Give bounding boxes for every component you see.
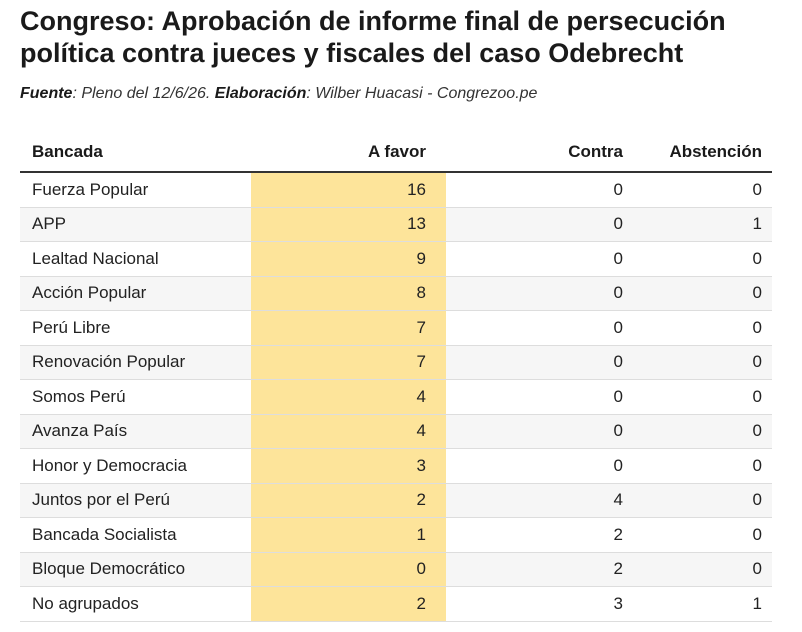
cell-abstencion: 0 — [623, 310, 772, 346]
cell-contra: 0 — [446, 276, 623, 311]
table-row: Renovación Popular 7 0 0 — [20, 345, 772, 380]
credit-text: : Wilber Huacasi - Congrezoo.pe — [306, 85, 538, 102]
table-row: Fuerza Popular 16 0 0 — [20, 172, 772, 208]
cell-contra: 0 — [446, 207, 623, 242]
cell-a-favor: 7 — [251, 345, 446, 380]
cell-bancada: Juntos por el Perú — [20, 483, 251, 518]
cell-bancada: Bancada Socialista — [20, 517, 251, 553]
cell-bancada: Avanza País — [20, 414, 251, 449]
table-row: Avanza País 4 0 0 — [20, 414, 772, 449]
cell-abstencion: 0 — [623, 448, 772, 484]
table-row: Lealtad Nacional 9 0 0 — [20, 241, 772, 277]
cell-contra: 0 — [446, 310, 623, 346]
column-header-contra: Contra — [446, 133, 623, 173]
chart-title: Congreso: Aprobación de informe final de… — [20, 6, 726, 68]
cell-bancada: Perú Libre — [20, 310, 251, 346]
cell-abstencion: 1 — [623, 207, 772, 242]
cell-bancada: Lealtad Nacional — [20, 241, 251, 277]
cell-a-favor: 2 — [251, 586, 446, 622]
source-text: : Pleno del 12/6/26. — [72, 85, 215, 102]
cell-contra: 0 — [446, 345, 623, 380]
cell-a-favor: 13 — [251, 207, 446, 242]
cell-a-favor: 9 — [251, 241, 446, 277]
cell-abstencion: 0 — [623, 517, 772, 553]
cell-a-favor: 3 — [251, 448, 446, 484]
table-row: Perú Libre 7 0 0 — [20, 310, 772, 346]
cell-bancada: Honor y Democracia — [20, 448, 251, 484]
cell-abstencion: 0 — [623, 276, 772, 311]
cell-a-favor: 1 — [251, 517, 446, 553]
cell-a-favor: 4 — [251, 379, 446, 415]
cell-a-favor: 2 — [251, 483, 446, 518]
cell-abstencion: 0 — [623, 414, 772, 449]
chart-source-note: Fuente: Pleno del 12/6/26. Elaboración: … — [20, 84, 537, 104]
table-row: Honor y Democracia 3 0 0 — [20, 448, 772, 484]
cell-bancada: APP — [20, 207, 251, 242]
cell-abstencion: 0 — [623, 483, 772, 518]
cell-bancada: Somos Perú — [20, 379, 251, 415]
table-row: Somos Perú 4 0 0 — [20, 379, 772, 415]
cell-a-favor: 16 — [251, 172, 446, 208]
column-header-bancada: Bancada — [20, 133, 251, 173]
cell-abstencion: 1 — [623, 586, 772, 622]
table-body: Fuerza Popular 16 0 0 APP 13 0 1 Lealtad Naciona… — [20, 172, 772, 622]
table-row: Acción Popular 8 0 0 — [20, 276, 772, 311]
cell-contra: 4 — [446, 483, 623, 518]
table-row: Bancada Socialista 1 2 0 — [20, 517, 772, 553]
cell-abstencion: 0 — [623, 241, 772, 277]
column-header-abstencion: Abstención — [623, 133, 772, 173]
cell-contra: 0 — [446, 448, 623, 484]
credit-label: Elaboración — [214, 85, 307, 102]
cell-contra: 3 — [446, 586, 623, 622]
cell-a-favor: 7 — [251, 310, 446, 346]
cell-a-favor: 4 — [251, 414, 446, 449]
cell-bancada: No agrupados — [20, 586, 251, 622]
source-label: Fuente — [20, 85, 73, 102]
cell-bancada: Renovación Popular — [20, 345, 251, 380]
cell-contra: 0 — [446, 414, 623, 449]
cell-contra: 0 — [446, 172, 623, 208]
votes-table: Bancada A favor Contra Abstención Fuerza… — [20, 133, 772, 622]
cell-a-favor: 0 — [251, 552, 446, 587]
cell-contra: 0 — [446, 379, 623, 415]
cell-contra: 2 — [446, 552, 623, 587]
table-row: Bloque Democrático 0 2 0 — [20, 552, 772, 587]
cell-abstencion: 0 — [623, 172, 772, 208]
cell-bancada: Acción Popular — [20, 276, 251, 311]
cell-a-favor: 8 — [251, 276, 446, 311]
column-header-a-favor: A favor — [251, 133, 446, 173]
table-header-row: Bancada A favor Contra Abstención — [20, 133, 772, 173]
cell-abstencion: 0 — [623, 379, 772, 415]
cell-contra: 2 — [446, 517, 623, 553]
table-row: Juntos por el Perú 2 4 0 — [20, 483, 772, 518]
cell-bancada: Bloque Democrático — [20, 552, 251, 587]
cell-contra: 0 — [446, 241, 623, 277]
cell-abstencion: 0 — [623, 552, 772, 587]
cell-abstencion: 0 — [623, 345, 772, 380]
table-row: No agrupados 2 3 1 — [20, 586, 772, 622]
cell-bancada: Fuerza Popular — [20, 172, 251, 208]
table-row: APP 13 0 1 — [20, 207, 772, 242]
